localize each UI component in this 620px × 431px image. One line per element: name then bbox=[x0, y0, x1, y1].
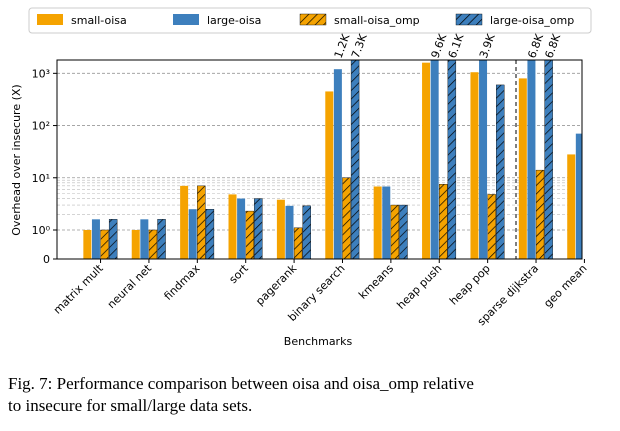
bar bbox=[205, 209, 215, 259]
legend-label: large-oisa_omp bbox=[490, 14, 574, 27]
bar bbox=[285, 205, 294, 259]
bar bbox=[390, 204, 400, 259]
x-tick-label: kmeans bbox=[356, 262, 396, 302]
bar bbox=[399, 204, 408, 259]
bar bbox=[430, 60, 439, 259]
legend-swatch bbox=[173, 14, 199, 25]
bar bbox=[527, 60, 536, 259]
caption-line: to insecure for small/large data sets. bbox=[8, 396, 252, 415]
plot-frame bbox=[56, 59, 583, 260]
legend-swatch bbox=[37, 14, 63, 25]
bar bbox=[188, 209, 197, 259]
x-tick-label: heap pop bbox=[447, 262, 493, 308]
caption-line: Fig. 7: Performance comparison between o… bbox=[8, 374, 474, 393]
bar bbox=[148, 229, 158, 259]
x-tick-label: geo mean bbox=[541, 262, 589, 310]
y-axis-label: Overhead over insecure (X) bbox=[10, 84, 23, 235]
x-tick-label: neural net bbox=[105, 261, 155, 311]
x-tick-label: matrix mult bbox=[51, 261, 106, 316]
value-label: 6.8K bbox=[543, 32, 564, 60]
bar bbox=[487, 194, 496, 259]
bar bbox=[535, 169, 545, 259]
legend-swatch bbox=[299, 13, 327, 26]
legend-label: small-oisa_omp bbox=[334, 14, 420, 27]
bar bbox=[180, 185, 189, 259]
bar bbox=[131, 229, 140, 259]
bar bbox=[228, 194, 237, 259]
bar bbox=[108, 219, 118, 259]
x-tick-label: sort bbox=[227, 261, 252, 286]
bar bbox=[593, 146, 601, 259]
legend-label: small-oisa bbox=[71, 14, 127, 27]
bar bbox=[245, 210, 254, 259]
bar bbox=[382, 186, 391, 259]
y-tick-label: 0 bbox=[43, 253, 50, 266]
bar bbox=[479, 60, 488, 259]
x-tick-label: pagerank bbox=[253, 261, 299, 307]
y-tick-label: 10¹ bbox=[32, 172, 50, 185]
bar bbox=[157, 219, 166, 259]
legend-label: large-oisa bbox=[207, 14, 261, 27]
bar bbox=[276, 199, 285, 259]
bar bbox=[302, 205, 311, 259]
bar bbox=[422, 62, 431, 259]
bar bbox=[325, 91, 334, 259]
bar bbox=[350, 60, 360, 259]
value-label: 6.1K bbox=[446, 32, 467, 60]
bar bbox=[439, 184, 448, 259]
bar bbox=[100, 229, 109, 259]
bar bbox=[140, 219, 149, 259]
plot-bars bbox=[83, 60, 601, 259]
y-tick-label: 10⁰ bbox=[32, 224, 51, 237]
bar bbox=[91, 219, 100, 259]
bar bbox=[254, 198, 263, 259]
bar bbox=[575, 133, 582, 259]
bar bbox=[197, 185, 206, 259]
bar bbox=[518, 78, 527, 259]
bar bbox=[496, 84, 505, 259]
bar bbox=[470, 72, 479, 259]
x-tick-label: findmax bbox=[162, 262, 203, 303]
bar bbox=[447, 60, 457, 259]
bar bbox=[333, 69, 342, 259]
x-axis-label: Benchmarks bbox=[284, 335, 353, 348]
legend-swatch bbox=[455, 13, 483, 26]
y-tick-label: 10² bbox=[32, 120, 50, 133]
bar bbox=[293, 227, 303, 259]
value-label: 3.9K bbox=[477, 32, 498, 60]
bar bbox=[373, 186, 382, 259]
x-tick-label: heap push bbox=[394, 262, 444, 312]
bar bbox=[567, 154, 576, 259]
bar bbox=[83, 229, 92, 259]
bar bbox=[342, 177, 351, 259]
bar bbox=[544, 60, 553, 259]
bar bbox=[237, 198, 246, 259]
value-label: 7.3K bbox=[349, 32, 370, 60]
y-tick-label: 10³ bbox=[32, 67, 50, 80]
bar bbox=[584, 199, 592, 259]
